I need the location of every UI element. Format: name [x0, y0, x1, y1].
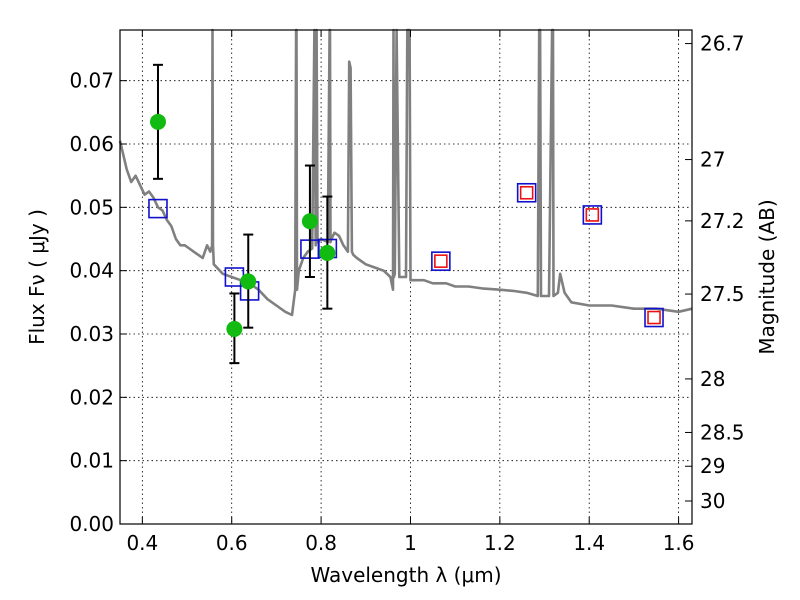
y-tick-label: 0.02 [69, 385, 114, 409]
x-tick-label: 1.6 [663, 531, 695, 555]
magnitude-tick-label: 28 [700, 367, 725, 391]
observed-point [301, 213, 318, 230]
model-square [516, 182, 537, 203]
observed-point [319, 244, 336, 261]
x-tick-labels: 0.4 0.6 0.8 1 1.2 1.4 1.6 [126, 531, 694, 555]
magnitude-tick-label: 30 [700, 489, 725, 513]
y-tick-label: 0.04 [69, 259, 114, 283]
x-tick-label: 1.2 [484, 531, 516, 555]
observed-limit-square [519, 185, 534, 200]
y-tick-labels: 0.00 0.01 0.02 0.03 0.04 0.05 0.06 0.07 [69, 69, 114, 536]
model-square [582, 205, 603, 225]
y-axis-label: Flux Fν ( μJy ) [25, 209, 49, 345]
observed-limit-square [585, 208, 600, 222]
magnitude-tick-label: 29 [700, 454, 725, 478]
observed-limit-squares [434, 185, 661, 325]
observed-limit-square [434, 254, 448, 268]
y-tick-label: 0.03 [69, 322, 114, 346]
magnitude-tick-label: 26.7 [700, 32, 745, 56]
x-tick-label: 0.6 [216, 531, 248, 555]
axis-ticks [120, 30, 692, 525]
y-tick-label: 0.01 [69, 449, 114, 473]
magnitude-tick-label: 27 [700, 148, 725, 172]
magnitude-tick-label: 27.2 [700, 209, 745, 233]
magnitude-tick-label: 27.5 [700, 282, 745, 306]
magnitude-tick-labels: 26.7 27 27.2 27.5 28 28.5 29 30 [700, 32, 745, 513]
plot-frame [119, 29, 693, 525]
y-tick-label: 0.07 [69, 69, 114, 93]
observed-point [226, 320, 243, 337]
y-tick-label: 0.05 [69, 195, 114, 219]
x-tick-label: 1.4 [573, 531, 605, 555]
x-tick-label: 0.8 [305, 531, 337, 555]
y-tick-label: 0.06 [69, 132, 114, 156]
observed-point [240, 273, 257, 290]
observed-points [149, 113, 336, 337]
magnitude-tick-label: 28.5 [700, 420, 745, 444]
model-square [148, 198, 168, 219]
x-tick-label: 1 [404, 531, 417, 555]
x-tick-label: 0.4 [126, 531, 158, 555]
x-axis-label: Wavelength λ (μm) [310, 563, 501, 587]
y-tick-label: 0.00 [69, 512, 114, 536]
model-square [644, 307, 664, 328]
magnitude-axis-label: Magnitude (AB) [755, 199, 779, 354]
observed-point [149, 113, 166, 130]
observed-limit-square [647, 310, 661, 325]
model-square [431, 251, 451, 271]
